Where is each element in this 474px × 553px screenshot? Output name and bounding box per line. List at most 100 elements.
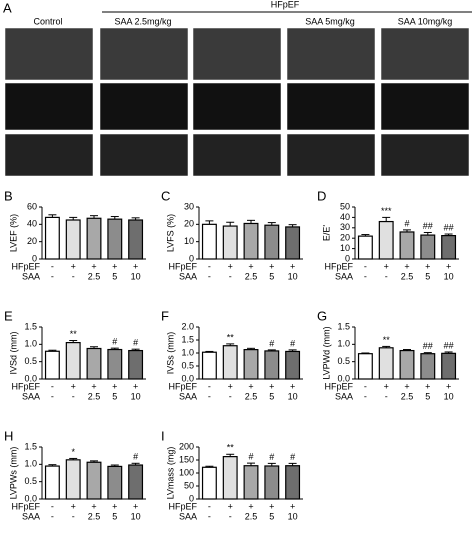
x-row-label: + bbox=[425, 381, 430, 391]
bar bbox=[357, 353, 373, 380]
echo-image bbox=[192, 27, 282, 81]
x-row-label: - bbox=[229, 511, 232, 521]
y-tick-label: 0.5 bbox=[337, 356, 350, 366]
echo-image bbox=[286, 27, 376, 81]
x-row-label: - bbox=[208, 271, 211, 281]
significance-label: ** bbox=[70, 329, 78, 339]
y-tick-label: 0.0 bbox=[181, 373, 194, 383]
panel-letter: C bbox=[161, 188, 170, 203]
x-row-label: - bbox=[72, 511, 75, 521]
y-tick-label: 1.5 bbox=[24, 321, 37, 331]
echo-images bbox=[4, 27, 470, 177]
x-row-label: - bbox=[51, 381, 54, 391]
x-row-name: SAA bbox=[22, 271, 40, 281]
x-row-name: HFpEF bbox=[324, 261, 353, 271]
x-row-label: 10 bbox=[131, 391, 141, 401]
x-row-name: SAA bbox=[22, 391, 40, 401]
x-row-label: + bbox=[71, 261, 76, 271]
column-label: SAA 5mg/kg bbox=[305, 16, 355, 26]
y-tick-label: 30 bbox=[184, 201, 194, 211]
x-row-label: + bbox=[248, 381, 253, 391]
y-tick-label: 0.5 bbox=[24, 476, 37, 486]
x-row-label: + bbox=[133, 501, 138, 511]
y-axis-label: LVmass (mg) bbox=[165, 447, 175, 500]
bar bbox=[65, 342, 81, 380]
x-row-label: + bbox=[269, 381, 274, 391]
x-row-label: + bbox=[384, 261, 389, 271]
x-row-label: - bbox=[51, 511, 54, 521]
x-row-name: SAA bbox=[22, 511, 40, 521]
x-row-label: - bbox=[51, 271, 54, 281]
x-row-label: 10 bbox=[288, 391, 298, 401]
significance-label: ## bbox=[444, 340, 454, 350]
x-row-label: - bbox=[385, 391, 388, 401]
y-axis-label: IVSs (mm) bbox=[165, 332, 175, 375]
x-row-label: + bbox=[228, 261, 233, 271]
x-row-label: + bbox=[384, 381, 389, 391]
x-row-label: 2.5 bbox=[401, 391, 414, 401]
significance-label: * bbox=[71, 447, 75, 457]
bar bbox=[222, 345, 238, 380]
x-row-label: - bbox=[364, 391, 367, 401]
doppler-image bbox=[192, 82, 282, 131]
tissue-doppler-image bbox=[99, 133, 189, 177]
significance-label: # bbox=[269, 338, 274, 348]
panel-letter: D bbox=[317, 188, 326, 203]
bar bbox=[378, 347, 394, 380]
x-row-name: HFpEF bbox=[11, 381, 40, 391]
y-tick-label: 0 bbox=[32, 253, 37, 263]
bar bbox=[399, 231, 415, 260]
x-row-label: + bbox=[248, 501, 253, 511]
x-row-label: - bbox=[72, 391, 75, 401]
y-axis-label: LVFS (%) bbox=[165, 214, 175, 252]
y-tick-label: 0.0 bbox=[337, 373, 350, 383]
tissue-doppler-image bbox=[4, 133, 94, 177]
x-row-label: + bbox=[228, 501, 233, 511]
x-row-label: 5 bbox=[425, 271, 430, 281]
bar bbox=[86, 217, 102, 260]
panel-letter: I bbox=[161, 428, 165, 443]
x-row-label: - bbox=[208, 391, 211, 401]
x-row-name: HFpEF bbox=[11, 501, 40, 511]
y-tick-label: 0.5 bbox=[24, 356, 37, 366]
panel-letter: H bbox=[4, 428, 13, 443]
x-row-label: 5 bbox=[269, 511, 274, 521]
x-row-name: HFpEF bbox=[168, 261, 197, 271]
x-row-label: 2.5 bbox=[245, 511, 258, 521]
x-row-label: + bbox=[425, 261, 430, 271]
significance-label: ## bbox=[423, 221, 433, 231]
x-row-label: - bbox=[364, 381, 367, 391]
x-row-label: + bbox=[290, 501, 295, 511]
bar bbox=[201, 351, 217, 380]
panel-letter: F bbox=[161, 308, 169, 323]
bar bbox=[441, 352, 457, 380]
x-row-label: 5 bbox=[112, 271, 117, 281]
x-row-label: 2.5 bbox=[245, 271, 258, 281]
y-tick-label: 40 bbox=[27, 219, 37, 229]
bar bbox=[65, 459, 81, 500]
bar bbox=[107, 465, 123, 500]
y-tick-label: 50 bbox=[184, 480, 194, 490]
bar bbox=[44, 465, 60, 500]
x-row-label: 10 bbox=[131, 271, 141, 281]
bar bbox=[264, 465, 280, 500]
y-tick-label: 200 bbox=[179, 441, 194, 451]
x-row-label: - bbox=[208, 381, 211, 391]
x-row-label: 10 bbox=[444, 271, 454, 281]
doppler-image bbox=[4, 82, 94, 131]
x-row-label: 2.5 bbox=[88, 271, 101, 281]
significance-label: # bbox=[269, 452, 274, 462]
y-tick-label: 30 bbox=[340, 222, 350, 232]
bar bbox=[128, 464, 144, 500]
x-row-label: 10 bbox=[131, 511, 141, 521]
x-row-label: + bbox=[71, 501, 76, 511]
x-row-label: - bbox=[208, 501, 211, 511]
significance-label: # bbox=[290, 452, 295, 462]
y-tick-label: 2.0 bbox=[181, 321, 194, 331]
significance-label: # bbox=[133, 338, 138, 348]
column-label: SAA 10mg/kg bbox=[398, 16, 453, 26]
y-tick-label: 1.0 bbox=[181, 347, 194, 357]
x-row-label: + bbox=[112, 261, 117, 271]
x-row-name: SAA bbox=[179, 271, 197, 281]
bar bbox=[264, 224, 280, 260]
